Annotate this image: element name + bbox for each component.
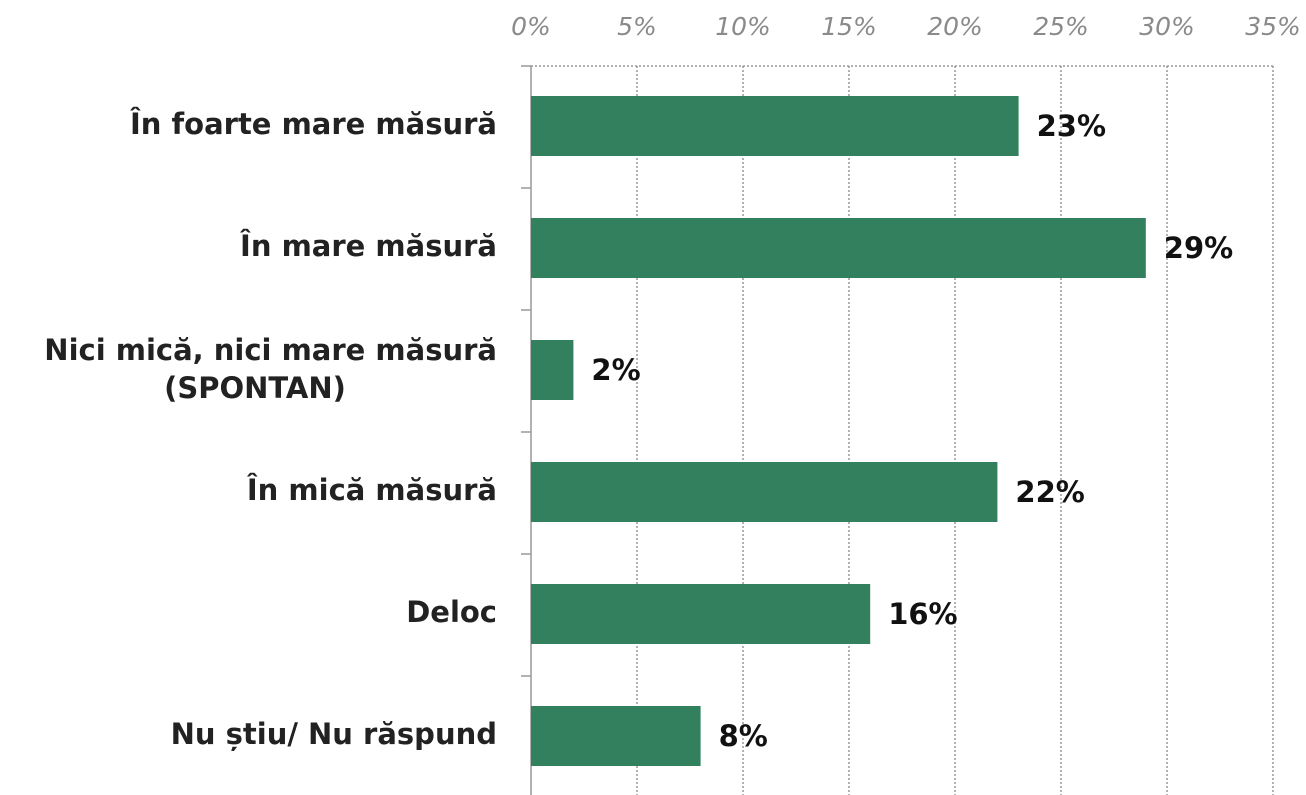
category-label: Deloc (406, 595, 497, 629)
value-label: 2% (591, 353, 640, 387)
x-tick-label: 20% (927, 12, 983, 41)
category-label: Nu știu/ Nu răspund (171, 717, 497, 751)
x-tick-label: 35% (1245, 12, 1301, 41)
value-label: 22% (1015, 475, 1084, 509)
value-label: 23% (1037, 109, 1106, 143)
value-label: 8% (719, 719, 768, 753)
value-label: 29% (1164, 231, 1233, 265)
x-tick-label: 10% (715, 12, 771, 41)
x-tick-label: 0% (511, 12, 551, 41)
bar (531, 218, 1146, 278)
category-label: În foarte mare măsură (130, 107, 497, 141)
category-label: În mare măsură (240, 229, 497, 263)
x-tick-label: 5% (617, 12, 657, 41)
bar (531, 340, 574, 400)
x-tick-label: 25% (1033, 12, 1089, 41)
bar (531, 96, 1019, 156)
category-label: În mică măsură (247, 473, 497, 507)
value-label: 16% (888, 597, 957, 631)
bar (531, 462, 998, 522)
x-tick-label: 15% (821, 12, 877, 41)
bar (531, 584, 871, 644)
x-tick-label: 30% (1139, 12, 1195, 41)
category-label: Nici mică, nici mare măsură (SPONTAN) (44, 333, 497, 405)
bar (531, 706, 701, 766)
